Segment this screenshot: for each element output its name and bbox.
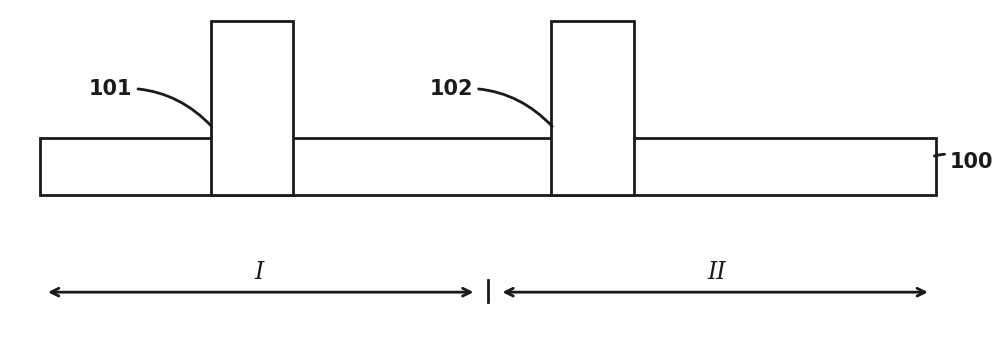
Bar [40, 139, 936, 195]
Text: 101: 101 [89, 79, 212, 126]
Bar [551, 22, 634, 195]
Text: 100: 100 [934, 153, 994, 173]
Bar [211, 22, 293, 195]
Text: 102: 102 [430, 79, 552, 126]
Text: I: I [255, 261, 264, 284]
Text: II: II [707, 261, 726, 284]
